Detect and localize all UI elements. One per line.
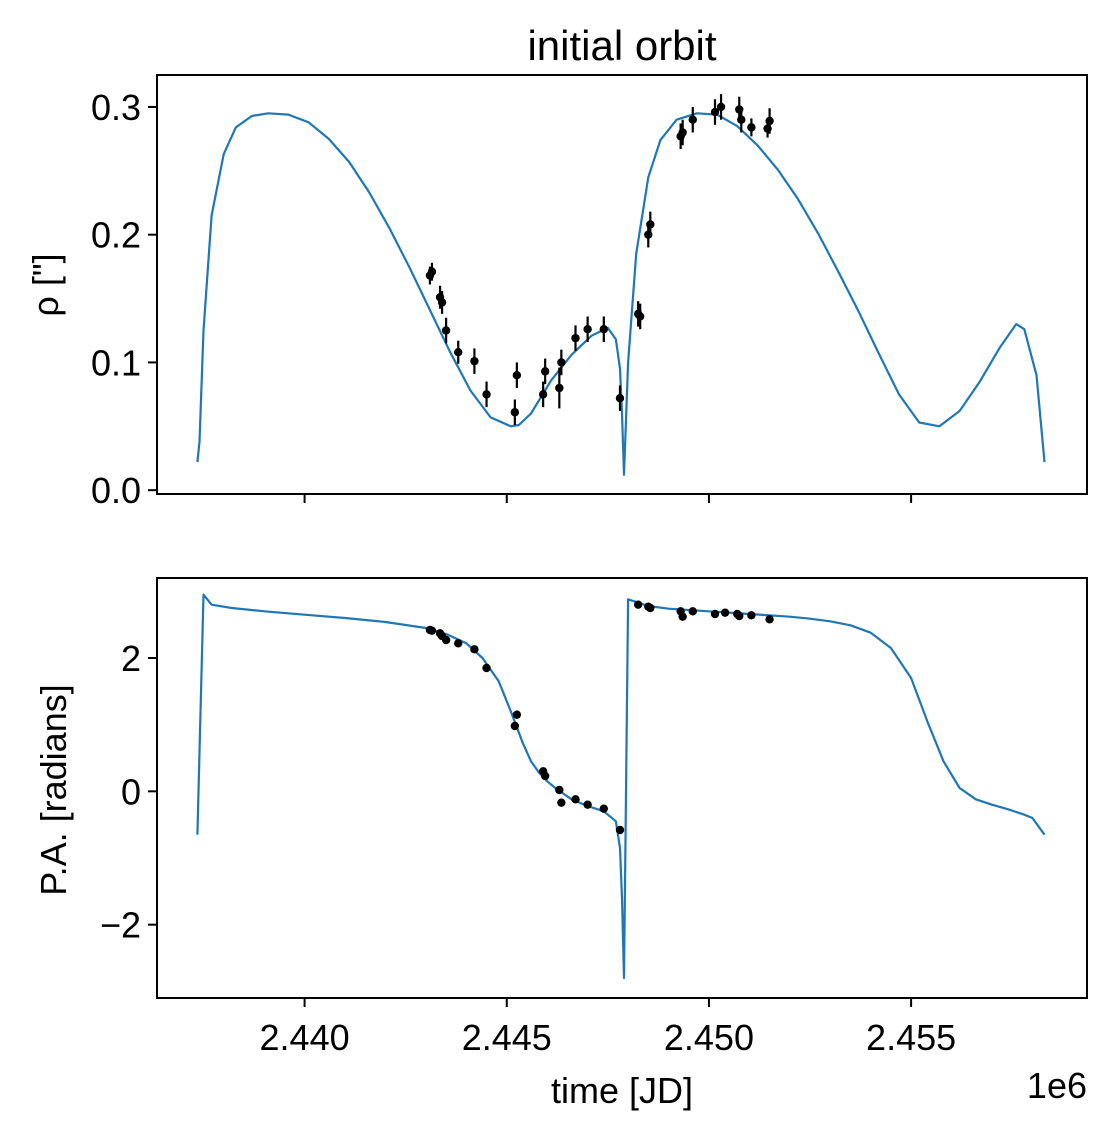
position-angle-data-point bbox=[482, 663, 491, 673]
separation-data-point bbox=[688, 115, 697, 124]
separation-y-tick-label: 0.2 bbox=[91, 215, 141, 256]
separation-data-point bbox=[555, 383, 564, 393]
separation-data-point bbox=[557, 358, 566, 367]
separation-data-point bbox=[678, 128, 687, 137]
separation-data-point bbox=[482, 390, 491, 399]
position-angle-model-line bbox=[196, 593, 1046, 980]
separation-data-point bbox=[510, 408, 520, 417]
position-angle-data-point bbox=[571, 795, 580, 804]
separation-data-point bbox=[583, 325, 592, 334]
position-angle-x-tick-label: 2.440 bbox=[260, 1017, 350, 1058]
position-angle-y-axis-label: P.A. [radians] bbox=[33, 684, 74, 895]
separation-data-point bbox=[427, 267, 437, 276]
position-angle-data-point bbox=[735, 611, 744, 621]
position-angle-x-tick-label: 2.455 bbox=[866, 1017, 956, 1058]
position-angle-data-point bbox=[615, 825, 625, 835]
separation-data-point bbox=[635, 312, 645, 321]
separation-data-point bbox=[454, 348, 463, 357]
position-angle-panel: 2.440 2.445 2.450 2.455 −2 0 2 P.A. [radians] bbox=[33, 577, 1088, 1058]
position-angle-x-tick-label: 2.445 bbox=[462, 1017, 552, 1058]
position-angle-data-point bbox=[688, 607, 697, 616]
separation-series bbox=[196, 94, 1046, 476]
separation-data-point bbox=[540, 367, 550, 376]
separation-y-tick-label: 0.1 bbox=[91, 342, 141, 383]
position-angle-x-tick-label: 2.450 bbox=[664, 1017, 754, 1058]
x-axis-offset-text: 1e6 bbox=[1027, 1065, 1087, 1106]
position-angle-data-point bbox=[557, 798, 566, 807]
position-angle-data-point bbox=[747, 611, 756, 620]
separation-data-point bbox=[765, 116, 774, 126]
position-angle-data-point bbox=[720, 608, 730, 617]
separation-data-point bbox=[716, 102, 726, 112]
position-angle-axes-frame bbox=[156, 577, 1088, 999]
x-axis-label: time [JD] bbox=[551, 1070, 693, 1111]
position-angle-y-ticks: −2 0 2 bbox=[100, 638, 157, 946]
separation-x-ticks bbox=[303, 494, 913, 503]
separation-data-point bbox=[710, 107, 720, 117]
position-angle-data-point bbox=[510, 721, 520, 731]
position-angle-data-point bbox=[454, 639, 463, 648]
separation-panel: 0.0 0.1 0.2 0.3 ρ ["] bbox=[25, 74, 1088, 511]
separation-data-point bbox=[747, 123, 756, 132]
position-angle-data-point bbox=[599, 804, 609, 813]
position-angle-data-point bbox=[441, 635, 451, 645]
position-angle-data-point bbox=[555, 785, 564, 795]
separation-data-point bbox=[615, 393, 625, 403]
position-angle-y-tick-label: 2 bbox=[121, 638, 141, 679]
position-angle-series bbox=[196, 593, 1046, 980]
chart-title: initial orbit bbox=[527, 22, 716, 69]
position-angle-data-point bbox=[678, 612, 687, 621]
position-angle-data-point bbox=[512, 710, 522, 719]
separation-data-point bbox=[737, 115, 746, 124]
position-angle-y-tick-label: 0 bbox=[121, 771, 141, 812]
separation-data-point bbox=[538, 390, 548, 399]
position-angle-data-point bbox=[470, 645, 479, 654]
separation-data-point bbox=[470, 356, 479, 366]
position-angle-data-point bbox=[710, 609, 720, 619]
separation-model-line bbox=[196, 112, 1046, 476]
position-angle-y-tick-label: −2 bbox=[100, 905, 141, 946]
separation-y-ticks: 0.0 0.1 0.2 0.3 bbox=[91, 87, 157, 511]
position-angle-data-point bbox=[427, 626, 437, 635]
separation-data-point bbox=[437, 298, 447, 307]
separation-axes-frame bbox=[156, 74, 1088, 495]
separation-y-tick-label: 0.3 bbox=[91, 87, 141, 128]
separation-y-axis-label: ρ ["] bbox=[25, 253, 66, 316]
position-angle-data-point bbox=[583, 800, 592, 809]
separation-data-point bbox=[512, 370, 522, 380]
position-angle-data-point bbox=[633, 600, 643, 609]
position-angle-x-ticks: 2.440 2.445 2.450 2.455 bbox=[260, 998, 956, 1058]
position-angle-data-point bbox=[646, 603, 655, 613]
separation-data-point bbox=[599, 325, 609, 334]
separation-data-point bbox=[646, 220, 655, 229]
separation-data-point bbox=[441, 326, 451, 335]
separation-y-tick-label: 0.0 bbox=[91, 470, 141, 511]
separation-data-point bbox=[571, 333, 580, 343]
position-angle-data-point bbox=[765, 615, 774, 624]
position-angle-data-point bbox=[540, 771, 550, 781]
